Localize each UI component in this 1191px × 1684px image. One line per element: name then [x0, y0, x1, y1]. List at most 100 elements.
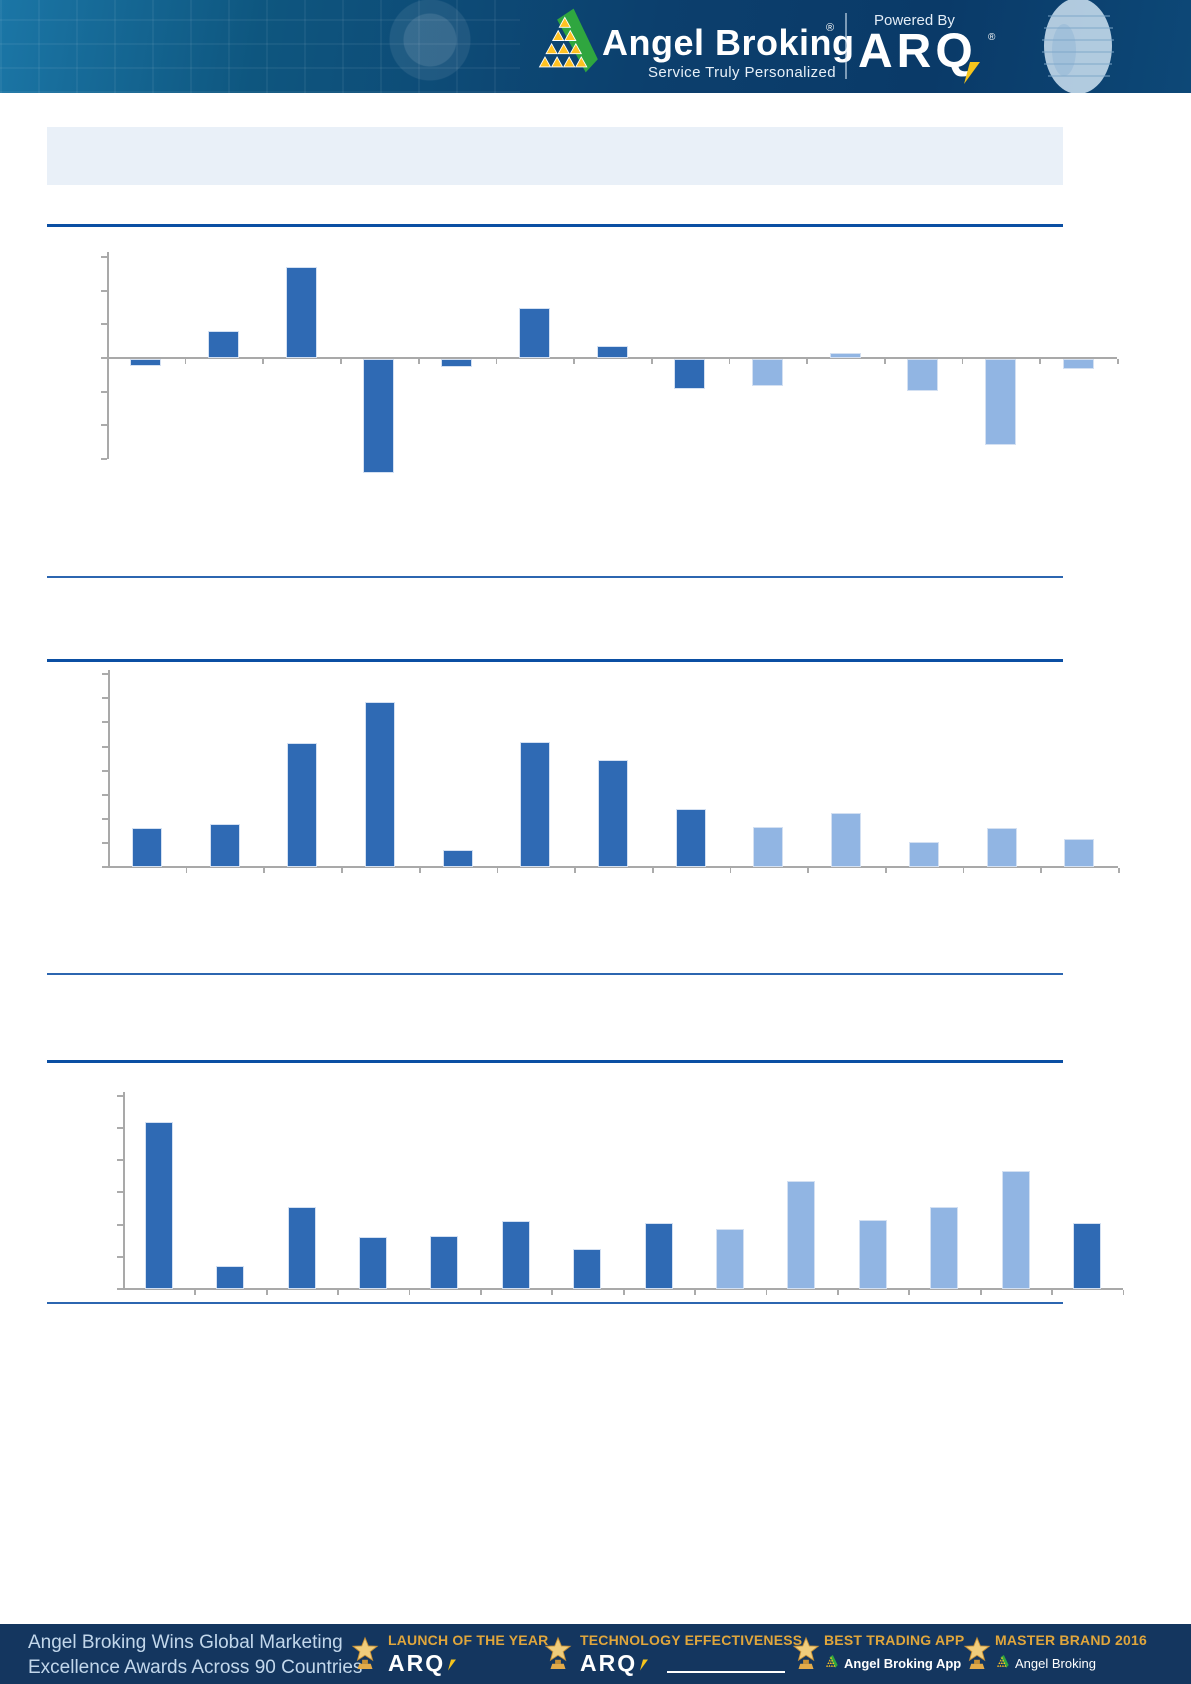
award-title-master-brand-2016: MASTER BRAND 2016 — [995, 1632, 1147, 1648]
award-title-launch-of-the-year: LAUNCH OF THE YEAR — [388, 1632, 549, 1648]
chart-2-y-tick — [102, 697, 108, 700]
chart-2-bar-10 — [831, 812, 862, 867]
arq-logo-text: ARQ — [858, 25, 977, 78]
arq-lightning-bolt-icon — [964, 62, 980, 84]
chart-2-y-tick — [102, 769, 108, 772]
chart-2-bar-5 — [442, 850, 473, 867]
chart-2-y-tick — [102, 673, 108, 676]
header-banner: Angel Broking ® Service Truly Personaliz… — [0, 0, 1191, 93]
award-title-technology-effectiveness: TECHNOLOGY EFFECTIVENESS — [580, 1632, 803, 1648]
footer-angel-broking-text: Angel Broking — [1015, 1656, 1096, 1671]
chart-3-x-tick — [979, 1290, 982, 1296]
chart-3-bar-1 — [144, 1121, 173, 1289]
chart-2-bar-12 — [986, 828, 1017, 867]
chart-3-y-tick — [117, 1094, 123, 1097]
arq-bolt-icon — [640, 1659, 649, 1671]
chart-2-x-tick — [418, 868, 421, 874]
chart-3-bar-10 — [787, 1181, 816, 1289]
chart-2-bar-13 — [1064, 839, 1095, 867]
section-rule-thin-2 — [47, 973, 1063, 975]
footer-headline-line1: Angel Broking Wins Global Marketing — [28, 1632, 343, 1653]
brand-name: Angel Broking — [602, 22, 855, 63]
chart-1-y-axis — [107, 252, 109, 459]
chart-3-x-tick — [194, 1290, 197, 1296]
award-title-best-trading-app: BEST TRADING APP — [824, 1632, 965, 1648]
chart-1-x-tick — [650, 359, 653, 365]
chart-2-x-tick — [1118, 868, 1120, 874]
section-rule-thick-3 — [47, 1060, 1063, 1064]
chart-3-y-tick — [117, 1255, 123, 1258]
chart-1-bar-5 — [441, 359, 473, 368]
chart-1-bar-12 — [985, 359, 1017, 445]
chart-1-x-tick — [961, 359, 964, 365]
chart-1-x-axis — [107, 356, 1117, 360]
chart-2-x-tick — [341, 868, 343, 874]
footer-angel-app-text: Angel Broking App — [844, 1656, 962, 1671]
chart-1-x-tick — [806, 359, 809, 365]
chart-2-x-tick — [962, 868, 965, 874]
chart-1-bar-2 — [208, 331, 240, 358]
title-banner — [47, 127, 1063, 185]
arq-registered-mark: ® — [988, 32, 996, 43]
arq-bolt-icon — [448, 1659, 457, 1671]
chart-1-x-tick — [1039, 359, 1042, 365]
chart-3-x-tick — [908, 1290, 911, 1296]
ai-head-graphic — [1042, 0, 1114, 93]
chart-2-x-tick — [496, 868, 499, 874]
chart-1-x-tick — [573, 359, 575, 365]
chart-2-y-tick — [102, 817, 108, 820]
chart-3-x-tick — [265, 1290, 268, 1296]
brand-registered-mark: ® — [826, 22, 835, 34]
chart-3-y-tick — [117, 1159, 123, 1162]
section-rule-thick-1 — [47, 224, 1063, 228]
footer-angel-broking-logo: Angel Broking — [995, 1655, 1096, 1671]
chart-2-bar-3 — [287, 742, 318, 867]
chart-3-x-axis — [123, 1287, 1123, 1291]
chart-2-x-tick — [185, 868, 188, 874]
section-rule-thin-1 — [47, 576, 1063, 578]
chart-2-y-axis — [108, 670, 110, 867]
chart-1-bar-6 — [518, 307, 550, 358]
chart-3-x-tick — [837, 1290, 839, 1296]
chart-3-bar-14 — [1072, 1222, 1101, 1289]
chart-2-bar-11 — [908, 841, 939, 867]
chart-1-bar-8 — [674, 359, 706, 390]
chart-1-x-tick — [884, 359, 886, 365]
chart-3-bar-6 — [501, 1221, 530, 1289]
chart-3-y-tick — [117, 1288, 123, 1290]
chart-2-bar-2 — [209, 823, 240, 867]
trophy-star-icon — [792, 1636, 820, 1669]
chart-3-y-axis — [123, 1092, 125, 1289]
chart-3-x-tick — [1051, 1290, 1053, 1296]
footer-arq-logo-2-text: ARQ — [580, 1650, 638, 1676]
chart-1-x-tick — [340, 359, 342, 365]
chart-1-x-tick — [417, 359, 420, 365]
section-rule-thick-2 — [47, 659, 1063, 663]
chart-2-bar-6 — [520, 741, 551, 867]
chart-1-y-tick — [101, 424, 107, 427]
brand-tagline: Service Truly Personalized — [648, 64, 836, 81]
chart-1-bar-9 — [751, 359, 783, 386]
chart-3-bar-8 — [644, 1222, 673, 1289]
chart-2-bar-7 — [598, 759, 629, 867]
chart-2-y-tick — [102, 866, 108, 868]
footer-arq-logo-1: ARQ — [388, 1650, 457, 1677]
angel-pyramid-icon — [825, 1655, 838, 1668]
footer-awards-bar: Angel Broking Wins Global Marketing Exce… — [0, 1624, 1191, 1684]
chart-1-x-tick — [495, 359, 498, 365]
chart-1-y-tick — [101, 323, 107, 326]
chart-1-y-tick — [101, 289, 107, 292]
chart-3-x-tick — [622, 1290, 625, 1296]
chart-3-x-tick — [337, 1290, 339, 1296]
chart-1-x-tick — [262, 359, 265, 365]
header-divider — [845, 13, 847, 79]
chart-1-x-tick — [184, 359, 187, 365]
chart-2-bar-1 — [131, 828, 162, 867]
footer-headline-line2: Excellence Awards Across 90 Countries — [28, 1657, 363, 1678]
footer-angel-app-logo: Angel Broking App — [824, 1655, 961, 1671]
footer-divider-line — [667, 1671, 785, 1673]
chart-1-bar-11 — [907, 359, 939, 391]
angel-broking-logo-icon — [538, 8, 598, 73]
